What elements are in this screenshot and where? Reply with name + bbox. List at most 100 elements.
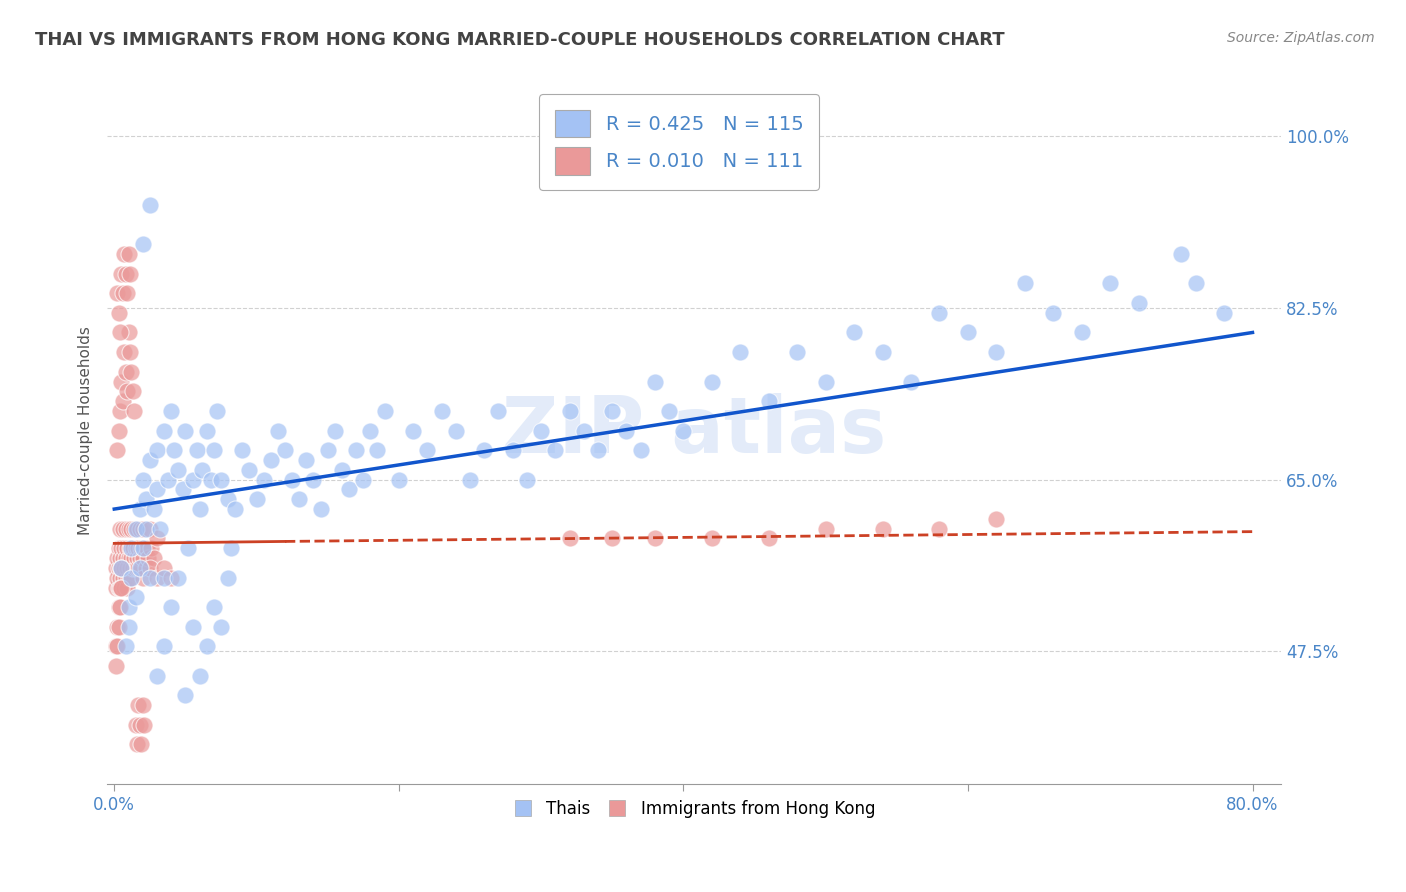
Point <box>344 443 367 458</box>
Point <box>700 532 723 546</box>
Point <box>124 541 146 556</box>
Point <box>115 561 138 575</box>
Point <box>139 198 162 212</box>
Point <box>117 600 139 615</box>
Point <box>114 640 136 654</box>
Point <box>337 483 360 497</box>
Point <box>105 443 128 458</box>
Point <box>872 522 894 536</box>
Point <box>108 326 131 340</box>
Point <box>181 620 204 634</box>
Point <box>112 541 135 556</box>
Point <box>132 551 155 566</box>
Point <box>132 541 155 556</box>
Point <box>104 561 127 575</box>
Point <box>114 267 136 281</box>
Point <box>117 326 139 340</box>
Point <box>260 453 283 467</box>
Point <box>120 551 142 566</box>
Point <box>124 591 146 605</box>
Point <box>128 551 150 566</box>
Point <box>105 286 128 301</box>
Point <box>146 532 169 546</box>
Point <box>132 698 155 713</box>
Point <box>160 600 183 615</box>
Point <box>600 404 623 418</box>
Point <box>267 424 290 438</box>
Point <box>986 512 1008 526</box>
Point <box>112 247 135 261</box>
Point <box>153 640 176 654</box>
Point <box>195 640 218 654</box>
Point <box>108 600 131 615</box>
Point <box>472 443 495 458</box>
Point <box>167 571 190 585</box>
Point <box>195 424 218 438</box>
Point <box>205 404 228 418</box>
Point <box>153 561 176 575</box>
Point <box>658 404 681 418</box>
Point <box>217 571 239 585</box>
Point <box>110 561 132 575</box>
Point <box>110 581 132 595</box>
Point <box>141 541 163 556</box>
Point <box>502 443 524 458</box>
Point <box>188 669 211 683</box>
Point <box>105 551 128 566</box>
Point <box>122 404 145 418</box>
Point <box>1099 277 1122 291</box>
Point <box>118 345 141 359</box>
Point <box>110 267 132 281</box>
Point <box>174 424 197 438</box>
Point <box>118 267 141 281</box>
Point <box>121 541 143 556</box>
Point <box>139 522 162 536</box>
Point <box>132 522 155 536</box>
Point <box>104 581 127 595</box>
Point <box>111 394 134 409</box>
Point <box>114 522 136 536</box>
Point <box>616 424 638 438</box>
Point <box>124 522 146 536</box>
Point <box>135 492 157 507</box>
Point <box>188 502 211 516</box>
Point <box>253 473 276 487</box>
Point <box>120 571 142 585</box>
Point <box>127 541 149 556</box>
Legend: Thais, Immigrants from Hong Kong: Thais, Immigrants from Hong Kong <box>506 794 882 825</box>
Point <box>516 473 538 487</box>
Point <box>107 581 129 595</box>
Point <box>112 345 135 359</box>
Point <box>586 443 609 458</box>
Point <box>191 463 214 477</box>
Point <box>131 541 153 556</box>
Point <box>402 424 425 438</box>
Point <box>146 443 169 458</box>
Point <box>139 453 162 467</box>
Point <box>112 561 135 575</box>
Point <box>316 443 339 458</box>
Point <box>118 541 141 556</box>
Point <box>1213 306 1236 320</box>
Point <box>374 404 396 418</box>
Point <box>444 424 467 438</box>
Point <box>107 620 129 634</box>
Point <box>127 698 149 713</box>
Point <box>139 561 162 575</box>
Point <box>672 424 695 438</box>
Point <box>544 443 567 458</box>
Point <box>600 532 623 546</box>
Point <box>128 502 150 516</box>
Point <box>174 689 197 703</box>
Point <box>758 394 780 409</box>
Point <box>288 492 311 507</box>
Point <box>131 561 153 575</box>
Point <box>107 424 129 438</box>
Point <box>105 620 128 634</box>
Point <box>352 473 374 487</box>
Text: Source: ZipAtlas.com: Source: ZipAtlas.com <box>1227 31 1375 45</box>
Point <box>105 571 128 585</box>
Point <box>115 384 138 399</box>
Point <box>202 600 225 615</box>
Point <box>842 326 865 340</box>
